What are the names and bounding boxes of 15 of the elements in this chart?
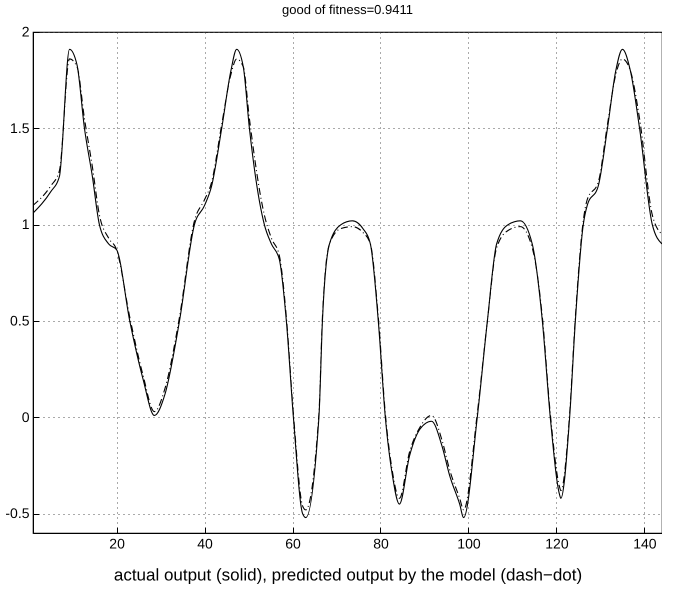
x-tick-label: 60 — [285, 536, 302, 552]
y-tick-label: 1 — [22, 216, 30, 232]
y-tick-label: 2 — [22, 24, 30, 40]
x-axis-title: actual output (solid), predicted output by the model (dash−dot) — [114, 566, 582, 584]
y-tick-label: 1.5 — [10, 120, 30, 136]
y-tick-label: 0 — [22, 408, 30, 425]
x-tick-label: 140 — [633, 536, 657, 552]
y-tick-label: -0.5 — [5, 505, 30, 522]
x-tick-label: 20 — [109, 536, 126, 552]
chart-title: good of fitness=0.9411 — [282, 2, 413, 17]
x-tick-label: 80 — [373, 536, 389, 552]
x-tick-label: 100 — [457, 536, 481, 552]
y-tick-label: 0.5 — [10, 312, 30, 329]
x-tick-label: 120 — [545, 536, 569, 552]
x-tick-label: 40 — [197, 536, 214, 552]
